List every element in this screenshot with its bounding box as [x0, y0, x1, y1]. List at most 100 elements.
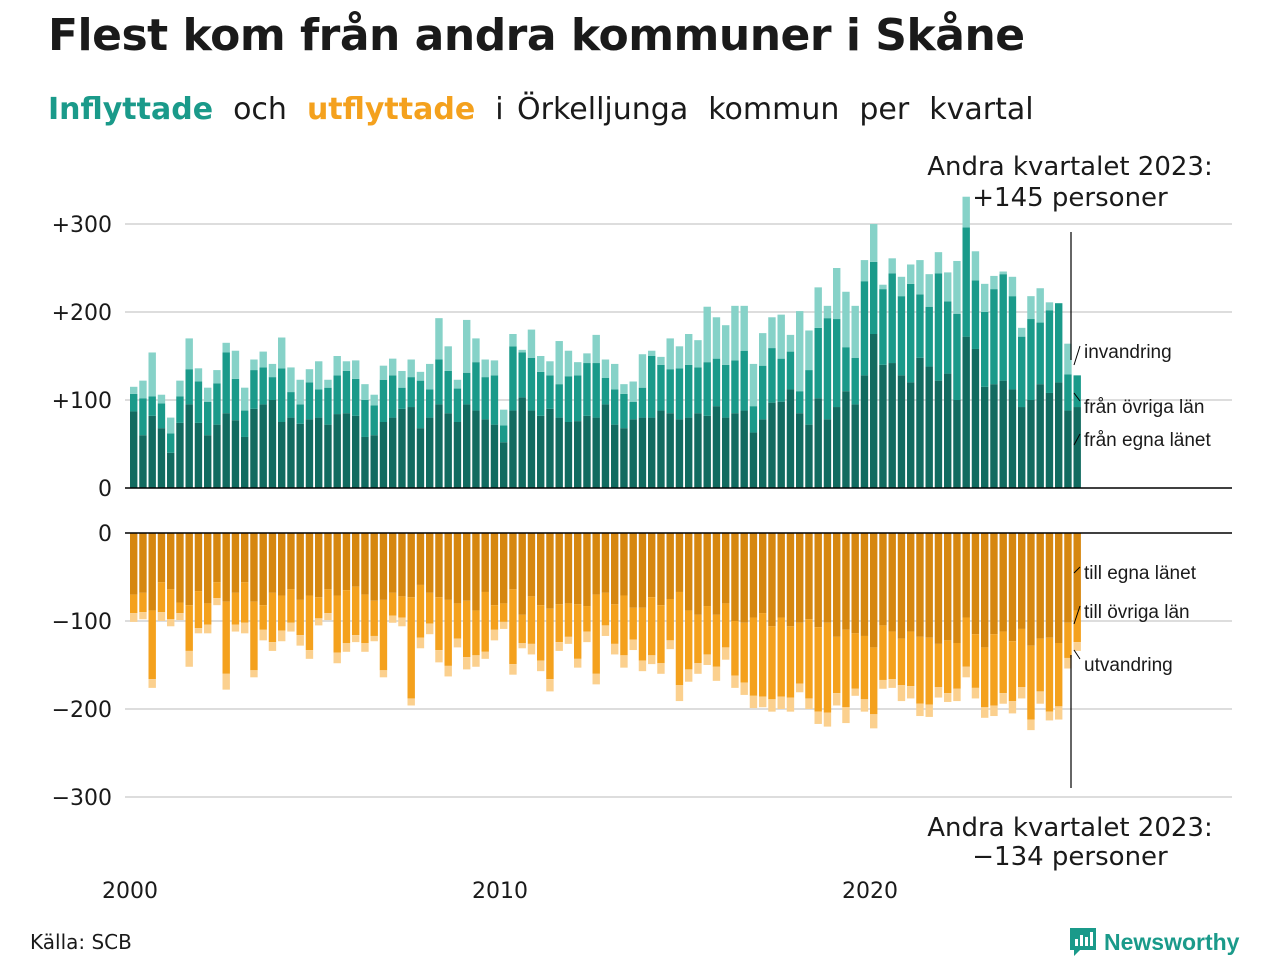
bar-inflow [287, 392, 295, 418]
annotations: Andra kvartalet 2023: +145 personer Andr… [927, 152, 1212, 872]
bar-outflow [583, 533, 591, 607]
bar-outflow [870, 647, 878, 715]
bar-outflow [796, 683, 804, 693]
bar-inflow [398, 387, 406, 409]
bar-inflow [814, 398, 822, 488]
bar-outflow [777, 696, 785, 709]
bar-outflow [527, 533, 536, 597]
bar-inflow [490, 360, 499, 376]
bar-inflow [287, 367, 295, 393]
bar-inflow [962, 227, 970, 337]
bar-outflow [657, 663, 665, 674]
bar-outflow [426, 592, 434, 624]
subtitle-word: kvartal [929, 92, 1034, 127]
bar-outflow [222, 533, 230, 602]
bar-inflow [786, 389, 795, 488]
bar-outflow [463, 533, 471, 601]
bar-inflow [574, 375, 582, 422]
bar-inflow [851, 305, 859, 358]
bar-outflow [749, 533, 758, 618]
bar-outflow [712, 666, 721, 681]
bar-outflow [842, 629, 850, 708]
x-tick-label: 2020 [842, 879, 898, 904]
bar-inflow [842, 391, 850, 488]
bar-outflow [407, 533, 415, 598]
bar-outflow [157, 612, 166, 621]
bar-inflow [453, 422, 462, 488]
bar-outflow [231, 533, 240, 593]
bar-outflow [786, 626, 795, 698]
bar-inflow [675, 346, 684, 369]
bar-outflow [675, 685, 684, 702]
bar-outflow [694, 614, 702, 664]
series-label-inflow: från övriga län [1084, 397, 1204, 418]
bar-outflow [370, 600, 378, 636]
bar-outflow [870, 714, 878, 729]
bar-inflow [740, 410, 748, 488]
bar-outflow [814, 627, 822, 712]
bar-inflow [768, 317, 776, 349]
bar-inflow [361, 400, 369, 437]
bar-inflow [675, 419, 684, 488]
bar-outflow [222, 601, 230, 674]
bar-inflow [518, 349, 526, 353]
bar-inflow [213, 424, 221, 488]
bar-outflow [620, 533, 628, 596]
bar-outflow [796, 533, 804, 623]
bar-outflow [888, 631, 896, 680]
bar-outflow [953, 688, 961, 702]
bar-outflow [592, 594, 600, 674]
bar-outflow [259, 629, 267, 641]
bar-inflow [509, 410, 517, 488]
bar-inflow [731, 413, 739, 488]
bar-inflow [657, 356, 665, 365]
bar-inflow [722, 417, 730, 488]
annotation-bottom-line-1: Andra kvartalet 2023: [927, 813, 1212, 843]
bar-outflow [601, 533, 610, 593]
bar-inflow [426, 363, 434, 390]
bar-outflow [953, 533, 961, 643]
bar-outflow [897, 685, 906, 702]
bar-inflow [611, 389, 619, 425]
bar-outflow [990, 705, 998, 717]
bar-inflow [703, 415, 711, 488]
bar-outflow [759, 533, 767, 614]
bar-outflow [213, 533, 221, 583]
bar-outflow [638, 533, 647, 608]
bar-outflow [296, 635, 304, 646]
bar-inflow [416, 371, 425, 381]
bar-outflow [148, 533, 156, 611]
bar-inflow [694, 413, 702, 488]
bar-outflow [953, 643, 961, 689]
bar-inflow [444, 346, 452, 371]
bar-inflow [777, 358, 785, 402]
bar-inflow [870, 224, 878, 262]
bar-outflow [305, 533, 314, 596]
bar-outflow [740, 622, 748, 683]
bar-inflow [305, 419, 314, 488]
bar-inflow [611, 424, 619, 488]
legend-leader [1073, 392, 1081, 402]
bar-inflow [1045, 392, 1054, 488]
bar-outflow [592, 673, 600, 685]
bar-outflow [648, 597, 656, 656]
bar-inflow [638, 354, 647, 388]
bar-inflow [1064, 343, 1072, 375]
bar-inflow [1064, 410, 1072, 488]
bar-inflow [472, 338, 480, 363]
bar-outflow [916, 533, 924, 637]
bar-outflow [1073, 642, 1081, 651]
bar-outflow [546, 533, 554, 609]
bar-inflow [157, 428, 166, 488]
bar-outflow [1045, 533, 1054, 638]
bar-outflow [564, 533, 573, 604]
bar-inflow [296, 379, 304, 405]
bar-inflow [694, 367, 702, 414]
bar-inflow [953, 260, 961, 314]
bar-outflow [167, 589, 175, 620]
bar-inflow [250, 408, 258, 488]
bar-inflow [546, 375, 554, 409]
bar-outflow [944, 640, 952, 694]
bar-outflow [500, 621, 508, 629]
bar-outflow [407, 597, 415, 699]
